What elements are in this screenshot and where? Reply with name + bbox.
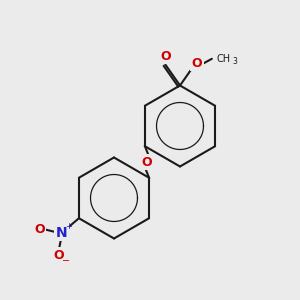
- Text: O: O: [142, 155, 152, 169]
- Text: 3: 3: [232, 57, 237, 66]
- Text: CH: CH: [217, 54, 231, 64]
- Text: +: +: [65, 222, 72, 231]
- Text: O: O: [53, 249, 64, 262]
- Text: O: O: [192, 57, 202, 70]
- Text: −: −: [62, 256, 70, 266]
- Text: O: O: [160, 50, 171, 62]
- Text: N: N: [56, 226, 68, 240]
- Text: O: O: [34, 223, 44, 236]
